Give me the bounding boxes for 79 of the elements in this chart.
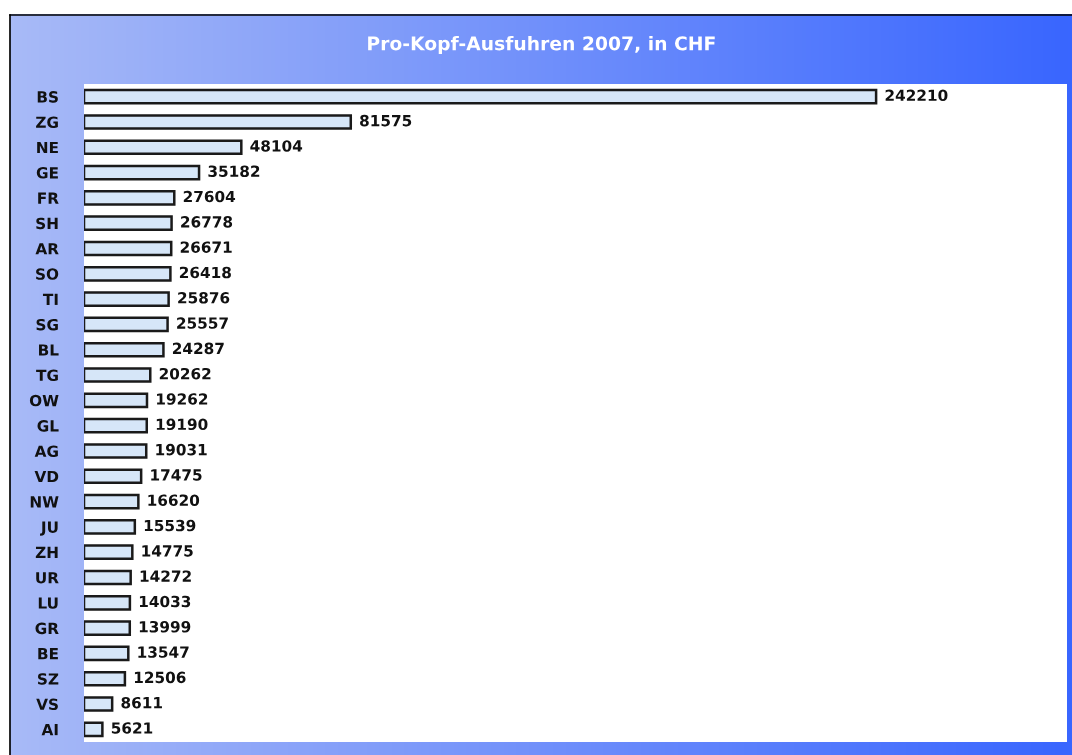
bar bbox=[84, 367, 152, 383]
data-label: 242210 bbox=[885, 89, 948, 102]
bar bbox=[84, 468, 143, 485]
y-tick-label: LU bbox=[38, 597, 58, 609]
data-label: 24287 bbox=[172, 342, 224, 355]
y-tick-label: ZH bbox=[35, 546, 58, 558]
data-label: 19262 bbox=[157, 393, 208, 405]
data-label: 12506 bbox=[134, 671, 186, 684]
bar bbox=[84, 88, 878, 105]
bar bbox=[84, 493, 140, 510]
bar bbox=[84, 544, 134, 561]
data-label: 27604 bbox=[183, 190, 236, 203]
data-label: 16620 bbox=[148, 494, 200, 507]
y-tick-label: JU bbox=[40, 521, 58, 536]
bar bbox=[84, 594, 132, 611]
y-tick-label: FR bbox=[38, 192, 59, 204]
y-tick-label: SZ bbox=[38, 673, 59, 685]
data-label: 19190 bbox=[156, 418, 208, 431]
bar bbox=[84, 164, 201, 181]
bar bbox=[84, 316, 169, 333]
bar bbox=[84, 139, 243, 156]
y-tick-label: NE bbox=[37, 141, 58, 154]
bar bbox=[84, 417, 149, 434]
y-tick-label: ZG bbox=[36, 116, 58, 128]
bar bbox=[84, 190, 176, 206]
bar bbox=[84, 265, 172, 282]
y-tick-label: AG bbox=[34, 445, 58, 457]
bar bbox=[84, 114, 353, 130]
bar bbox=[84, 721, 104, 738]
y-tick-label: BS bbox=[37, 91, 58, 103]
y-tick-label: VD bbox=[34, 470, 59, 483]
data-label: 26418 bbox=[179, 266, 231, 279]
data-label: 26778 bbox=[181, 216, 233, 228]
data-label: 20262 bbox=[159, 367, 211, 380]
bar bbox=[84, 443, 148, 459]
bar bbox=[84, 392, 149, 409]
data-label: 25876 bbox=[178, 291, 230, 304]
data-label: 8611 bbox=[121, 696, 162, 709]
data-label: 15539 bbox=[144, 519, 196, 532]
y-tick-label: TG bbox=[36, 369, 58, 382]
bar bbox=[84, 620, 132, 636]
data-label: 26671 bbox=[180, 241, 232, 253]
bar bbox=[84, 645, 130, 662]
bar bbox=[84, 341, 165, 358]
y-tick-label: TI bbox=[42, 293, 58, 305]
data-label: 14775 bbox=[142, 545, 193, 557]
y-tick-label: UR bbox=[36, 572, 59, 584]
y-tick-label: VS bbox=[36, 698, 58, 711]
bar bbox=[84, 696, 114, 712]
chart-title: Pro-Kopf-Ausfuhren 2007, in CHF bbox=[368, 35, 715, 55]
y-tick-label: BL bbox=[39, 344, 59, 356]
data-label: 19031 bbox=[156, 443, 207, 456]
y-tick-label: GL bbox=[37, 420, 59, 432]
data-label: 17475 bbox=[151, 469, 202, 481]
data-label: 25557 bbox=[177, 317, 228, 329]
data-label: 5621 bbox=[111, 722, 153, 734]
y-tick-label: SO bbox=[36, 268, 59, 280]
data-label: 81575 bbox=[360, 114, 412, 127]
data-label: 13547 bbox=[138, 646, 189, 658]
bar bbox=[84, 291, 170, 307]
y-tick-label: AR bbox=[35, 243, 59, 255]
data-label: 13999 bbox=[139, 620, 191, 633]
data-label: 35182 bbox=[208, 165, 260, 178]
y-tick-label: GE bbox=[36, 167, 58, 179]
y-tick-label: GR bbox=[35, 622, 59, 635]
y-tick-label: BE bbox=[38, 648, 58, 660]
bar bbox=[84, 215, 173, 232]
bar bbox=[84, 569, 132, 586]
y-tick-label: NW bbox=[30, 496, 59, 508]
data-label: 14033 bbox=[139, 595, 191, 608]
bar bbox=[84, 240, 173, 257]
y-tick-label: SH bbox=[36, 217, 58, 230]
data-label: 14272 bbox=[140, 570, 191, 582]
bar bbox=[84, 670, 127, 687]
y-tick-label: OW bbox=[29, 394, 59, 407]
bar bbox=[84, 519, 137, 535]
y-tick-label: AI bbox=[41, 724, 58, 736]
data-label: 48104 bbox=[250, 140, 303, 152]
y-tick-label: SG bbox=[36, 318, 58, 331]
